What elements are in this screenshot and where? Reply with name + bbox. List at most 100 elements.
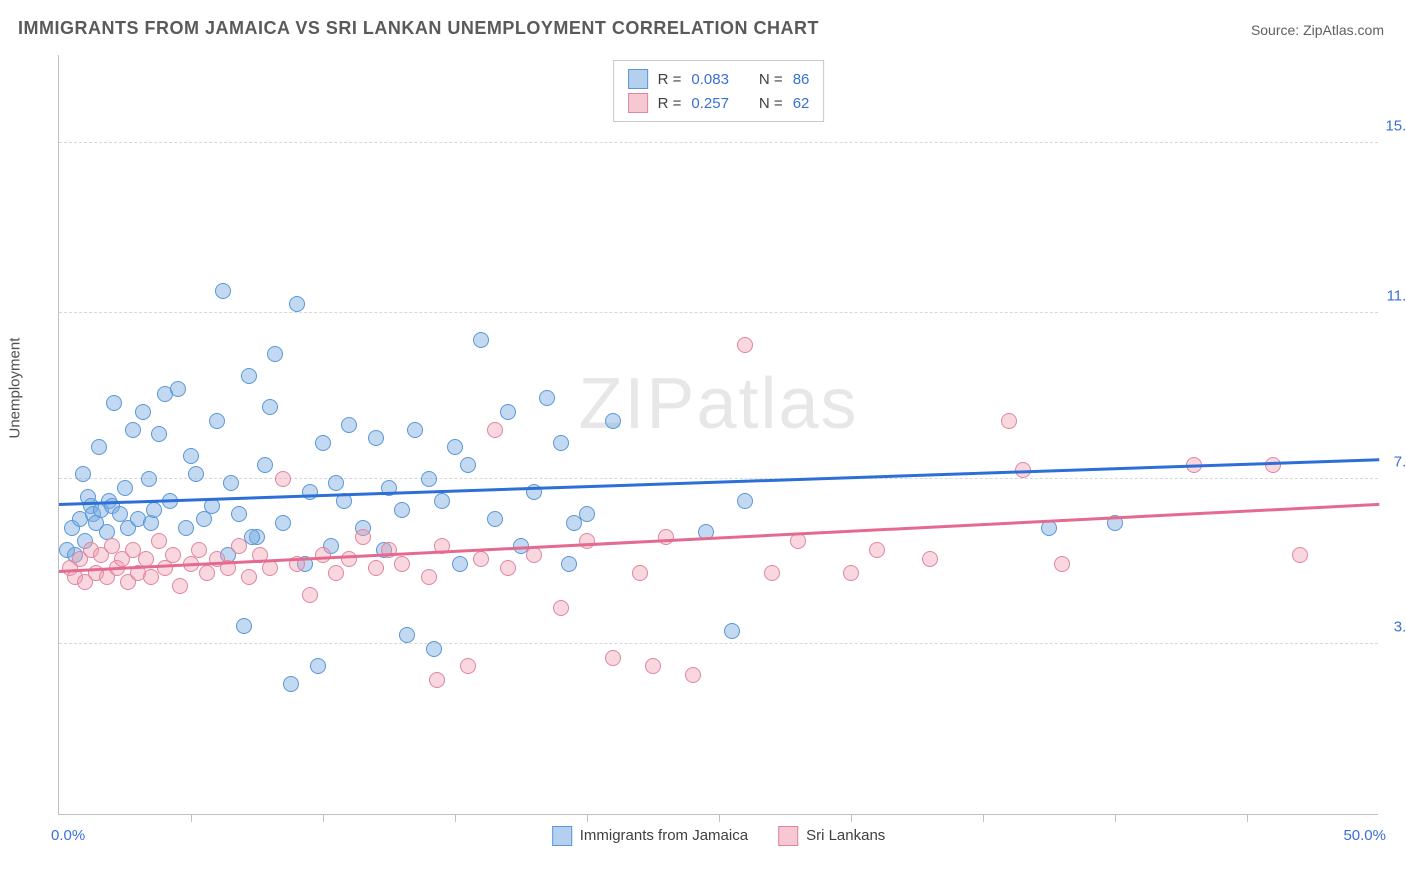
scatter-point xyxy=(487,511,503,527)
scatter-point xyxy=(869,542,885,558)
scatter-point xyxy=(151,426,167,442)
scatter-point xyxy=(421,471,437,487)
scatter-point xyxy=(125,422,141,438)
scatter-point xyxy=(141,471,157,487)
legend-label: Sri Lankans xyxy=(806,827,885,844)
scatter-point xyxy=(399,627,415,643)
source-prefix: Source: xyxy=(1251,22,1303,38)
scatter-point xyxy=(183,448,199,464)
y-tick-label: 11.2% xyxy=(1380,288,1406,305)
scatter-point xyxy=(191,542,207,558)
scatter-point xyxy=(1054,556,1070,572)
legend-item-jamaica: Immigrants from Jamaica xyxy=(552,826,748,846)
scatter-point xyxy=(843,565,859,581)
x-tick xyxy=(851,814,852,822)
watermark: ZIPatlas xyxy=(578,363,858,445)
scatter-point xyxy=(262,399,278,415)
scatter-point xyxy=(199,565,215,581)
y-axis-label: Unemployment xyxy=(7,338,24,439)
scatter-point xyxy=(429,672,445,688)
r-label: R = xyxy=(658,71,682,88)
swatch-icon xyxy=(628,93,648,113)
scatter-point xyxy=(223,475,239,491)
scatter-point xyxy=(135,404,151,420)
scatter-point xyxy=(310,658,326,674)
r-value-jamaica: 0.083 xyxy=(691,71,729,88)
x-max-label: 50.0% xyxy=(1343,827,1386,844)
scatter-point xyxy=(262,560,278,576)
grid-line xyxy=(59,643,1378,644)
x-tick xyxy=(587,814,588,822)
n-value-jamaica: 86 xyxy=(793,71,810,88)
scatter-point xyxy=(315,547,331,563)
scatter-point xyxy=(539,390,555,406)
scatter-point xyxy=(487,422,503,438)
scatter-point xyxy=(328,475,344,491)
scatter-point xyxy=(241,368,257,384)
scatter-point xyxy=(724,623,740,639)
scatter-point xyxy=(368,560,384,576)
r-label: R = xyxy=(658,95,682,112)
scatter-point xyxy=(426,641,442,657)
n-label: N = xyxy=(759,71,783,88)
scatter-point xyxy=(151,533,167,549)
scatter-point xyxy=(315,435,331,451)
grid-line xyxy=(59,478,1378,479)
scatter-point xyxy=(289,296,305,312)
swatch-icon xyxy=(778,826,798,846)
swatch-icon xyxy=(552,826,572,846)
scatter-point xyxy=(170,381,186,397)
scatter-point xyxy=(922,551,938,567)
x-tick xyxy=(983,814,984,822)
scatter-point xyxy=(275,515,291,531)
scatter-point xyxy=(764,565,780,581)
scatter-point xyxy=(561,556,577,572)
x-tick xyxy=(1247,814,1248,822)
scatter-point xyxy=(526,547,542,563)
scatter-point xyxy=(178,520,194,536)
scatter-point xyxy=(165,547,181,563)
grid-line xyxy=(59,312,1378,313)
n-value-srilanka: 62 xyxy=(793,95,810,112)
scatter-point xyxy=(1265,457,1281,473)
source-name: ZipAtlas.com xyxy=(1303,22,1384,38)
legend-label: Immigrants from Jamaica xyxy=(580,827,748,844)
scatter-point xyxy=(257,457,273,473)
scatter-point xyxy=(267,346,283,362)
scatter-point xyxy=(685,667,701,683)
scatter-point xyxy=(500,560,516,576)
y-tick-label: 15.0% xyxy=(1380,118,1406,135)
scatter-point xyxy=(605,650,621,666)
x-tick xyxy=(191,814,192,822)
scatter-point xyxy=(302,484,318,500)
scatter-point xyxy=(172,578,188,594)
scatter-point xyxy=(421,569,437,585)
scatter-point xyxy=(460,457,476,473)
scatter-point xyxy=(447,439,463,455)
scatter-point xyxy=(394,556,410,572)
x-min-label: 0.0% xyxy=(51,827,85,844)
grid-line xyxy=(59,142,1378,143)
chart-plot-area: ZIPatlas R = 0.083 N = 86 R = 0.257 N = … xyxy=(58,55,1378,815)
x-tick xyxy=(719,814,720,822)
scatter-point xyxy=(553,435,569,451)
scatter-point xyxy=(460,658,476,674)
x-tick xyxy=(323,814,324,822)
scatter-point xyxy=(146,502,162,518)
scatter-point xyxy=(579,506,595,522)
scatter-point xyxy=(632,565,648,581)
series-legend: Immigrants from Jamaica Sri Lankans xyxy=(552,826,886,846)
scatter-point xyxy=(394,502,410,518)
scatter-point xyxy=(1001,413,1017,429)
x-tick xyxy=(1115,814,1116,822)
scatter-point xyxy=(341,417,357,433)
legend-row-jamaica: R = 0.083 N = 86 xyxy=(628,67,810,91)
scatter-point xyxy=(737,337,753,353)
scatter-point xyxy=(407,422,423,438)
legend-item-srilanka: Sri Lankans xyxy=(778,826,885,846)
scatter-point xyxy=(737,493,753,509)
scatter-point xyxy=(75,466,91,482)
scatter-point xyxy=(283,676,299,692)
chart-title: IMMIGRANTS FROM JAMAICA VS SRI LANKAN UN… xyxy=(18,18,819,39)
scatter-point xyxy=(579,533,595,549)
